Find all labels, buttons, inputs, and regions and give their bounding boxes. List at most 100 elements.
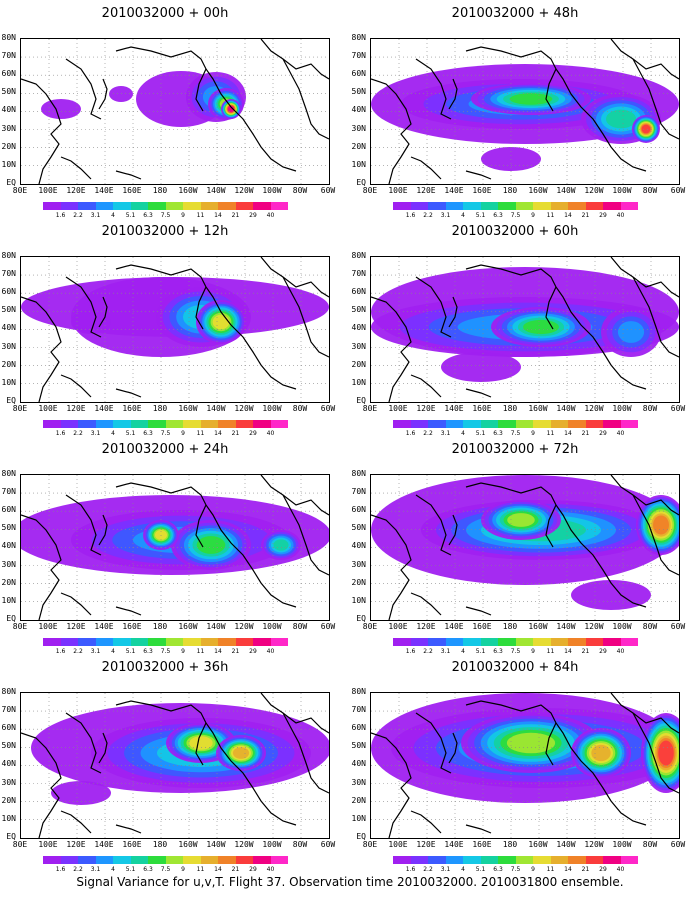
colorbar-label: 4 bbox=[461, 212, 465, 219]
colorbar-swatch bbox=[550, 202, 568, 210]
coastline bbox=[610, 257, 679, 298]
panel-title: 2010032000 + 84h bbox=[451, 660, 579, 675]
colorbar-label: 29 bbox=[249, 430, 257, 437]
lat-label: 40N bbox=[351, 105, 366, 115]
lat-label: EQ bbox=[356, 177, 366, 187]
lon-label: 140E bbox=[94, 840, 114, 849]
colorbar-swatch bbox=[463, 420, 481, 428]
colorbar-label: 7.5 bbox=[160, 212, 171, 219]
lon-label: 100W bbox=[262, 404, 282, 413]
coastline bbox=[195, 722, 207, 766]
colorbar-label: 3.1 bbox=[440, 212, 451, 219]
lon-label: 140W bbox=[206, 622, 226, 631]
colorbar-label: 11 bbox=[546, 430, 555, 437]
coastline bbox=[65, 58, 102, 120]
lon-label: 140W bbox=[556, 404, 576, 413]
colorbar-swatch bbox=[183, 856, 201, 864]
colorbar-swatch bbox=[393, 202, 411, 210]
colorbar-label: 21 bbox=[231, 212, 240, 219]
panel-title: 2010032000 + 12h bbox=[101, 224, 229, 239]
contour-map bbox=[20, 692, 330, 839]
lon-label: 80E bbox=[12, 186, 28, 195]
colorbar-swatch bbox=[533, 638, 551, 646]
lat-label: 30N bbox=[351, 777, 366, 787]
colorbar-swatch bbox=[393, 420, 411, 428]
colorbar-swatch bbox=[130, 638, 148, 646]
colorbar-swatch bbox=[585, 202, 603, 210]
coastline bbox=[115, 170, 142, 180]
lon-label: 160W bbox=[178, 404, 198, 413]
colorbar-label: 4 bbox=[461, 866, 465, 873]
lon-label: 100W bbox=[612, 622, 632, 631]
colorbar-label: 7.5 bbox=[510, 866, 521, 873]
colorbar-swatch bbox=[200, 202, 218, 210]
colorbar-swatch bbox=[550, 856, 568, 864]
colorbar-swatch bbox=[165, 856, 183, 864]
colorbar-swatch bbox=[253, 856, 271, 864]
coastline bbox=[60, 592, 92, 616]
lon-label: 180 bbox=[502, 840, 518, 849]
lon-label: 180 bbox=[502, 622, 518, 631]
coastline bbox=[60, 810, 92, 834]
contour-fill bbox=[506, 732, 556, 754]
colorbar-label: 6.3 bbox=[493, 866, 503, 873]
coastline bbox=[60, 374, 92, 398]
colorbar-swatch bbox=[568, 420, 586, 428]
figure-caption: Signal Variance for u,v,T. Flight 37. Ob… bbox=[76, 875, 624, 889]
lat-label: 10N bbox=[351, 377, 366, 387]
colorbar-label: 11 bbox=[546, 648, 555, 655]
coastline bbox=[465, 700, 647, 826]
colorbar-swatch bbox=[270, 420, 288, 428]
lat-label: 50N bbox=[351, 305, 366, 315]
colorbar-label: 6.3 bbox=[493, 430, 503, 437]
colorbar-swatch bbox=[235, 202, 253, 210]
colorbar-swatch bbox=[60, 856, 78, 864]
coastline bbox=[115, 824, 142, 834]
contour-fill bbox=[109, 86, 133, 102]
colorbar-swatch bbox=[183, 638, 201, 646]
coastline bbox=[65, 494, 102, 556]
lat-label: 80N bbox=[351, 33, 366, 42]
colorbar-swatch bbox=[253, 202, 271, 210]
contour-fill bbox=[41, 99, 81, 119]
colorbar-label: 9 bbox=[531, 430, 535, 437]
contour-fill bbox=[441, 352, 521, 382]
colorbar-swatch bbox=[550, 638, 568, 646]
coastline bbox=[115, 46, 297, 172]
colorbar-swatch bbox=[603, 638, 621, 646]
coastline bbox=[260, 39, 329, 80]
colorbar-label: 6.3 bbox=[493, 212, 503, 219]
coastline bbox=[415, 494, 452, 556]
coastline bbox=[448, 78, 458, 110]
colorbar bbox=[393, 420, 638, 428]
lat-label: 20N bbox=[1, 795, 16, 805]
contour-map bbox=[370, 256, 680, 403]
contour-fill bbox=[232, 747, 250, 759]
colorbar-label: 4 bbox=[111, 648, 115, 655]
lon-label: 120E bbox=[416, 840, 436, 849]
lon-label: 160W bbox=[178, 186, 198, 195]
coastline bbox=[98, 78, 108, 110]
lon-label: 80E bbox=[362, 840, 378, 849]
lon-label: 120W bbox=[584, 186, 604, 195]
colorbar-swatch bbox=[270, 856, 288, 864]
lon-label: 60W bbox=[670, 186, 686, 195]
colorbar-label: 6.3 bbox=[143, 430, 153, 437]
colorbar-swatch bbox=[533, 420, 551, 428]
contour-map bbox=[20, 474, 330, 621]
coastline bbox=[371, 732, 412, 838]
colorbar-swatch bbox=[498, 202, 516, 210]
colorbar-swatch bbox=[585, 638, 603, 646]
lon-label: 120E bbox=[66, 840, 86, 849]
colorbar-label: 6.3 bbox=[143, 648, 153, 655]
lat-label: 10N bbox=[1, 595, 16, 605]
lat-label: 30N bbox=[1, 777, 16, 787]
coastline bbox=[282, 58, 329, 140]
colorbar-label: 5.1 bbox=[125, 648, 136, 655]
lon-label: 120E bbox=[66, 622, 86, 631]
colorbar-swatch bbox=[463, 856, 481, 864]
contour-map bbox=[370, 38, 680, 185]
lat-label: 60N bbox=[351, 287, 366, 297]
lon-label: 140E bbox=[94, 622, 114, 631]
colorbar-swatch bbox=[200, 856, 218, 864]
